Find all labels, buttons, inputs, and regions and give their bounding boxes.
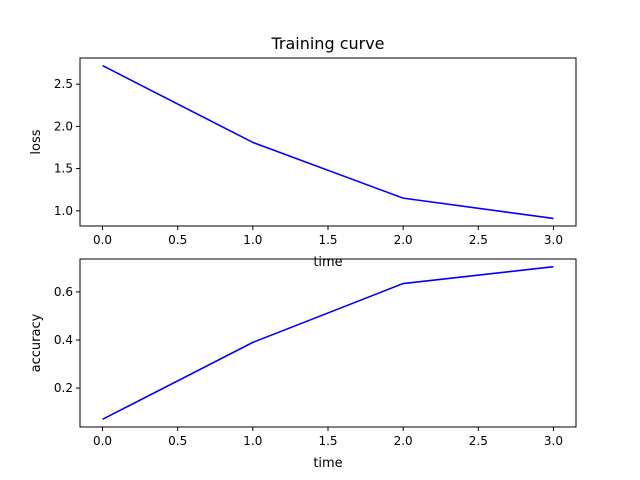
accuracy-x-axis-label: time — [313, 456, 342, 471]
loss-x-tick-label: 2.0 — [394, 233, 413, 247]
loss-y-tick-label: 2.5 — [54, 77, 73, 91]
loss-series-line — [102, 64, 554, 220]
loss-x-tick-label: 1.0 — [243, 233, 262, 247]
accuracy-x-tick-label: 0.0 — [93, 434, 112, 448]
loss-subplot: Training curve 0.0 0.5 1.0 1.5 2.0 2.5 3.0 1.0… — [29, 34, 577, 270]
loss-x-tick-label: 0.5 — [168, 233, 187, 247]
accuracy-x-tick-label: 2.5 — [469, 434, 488, 448]
accuracy-x-tick-label: 0.5 — [168, 434, 187, 448]
loss-y-tick-label: 1.0 — [54, 204, 73, 218]
accuracy-x-tick-label: 2.0 — [394, 434, 413, 448]
loss-y-tick-label: 2.0 — [54, 119, 73, 133]
loss-y-axis-label: loss — [29, 129, 44, 154]
loss-x-ticks: 0.0 0.5 1.0 1.5 2.0 2.5 3.0 — [93, 226, 563, 247]
loss-series — [102, 64, 554, 220]
loss-x-tick-label: 3.0 — [544, 233, 563, 247]
accuracy-series-line — [102, 265, 554, 421]
accuracy-y-tick-label: 0.4 — [54, 333, 73, 347]
accuracy-y-tick-label: 0.2 — [54, 381, 73, 395]
loss-y-tick-label: 1.5 — [54, 162, 73, 176]
accuracy-x-tick-label: 1.5 — [318, 434, 337, 448]
accuracy-x-tick-label: 3.0 — [544, 434, 563, 448]
accuracy-subplot: 0.0 0.5 1.0 1.5 2.0 2.5 3.0 0.2 0.4 0.6 time acc… — [29, 258, 577, 471]
accuracy-y-tick-label: 0.6 — [54, 285, 73, 299]
chart-title: Training curve — [270, 34, 384, 53]
loss-x-axis-label: time — [313, 255, 342, 270]
accuracy-y-axis-label: accuracy — [29, 313, 44, 372]
accuracy-x-tick-label: 1.0 — [243, 434, 262, 448]
loss-x-tick-label: 0.0 — [93, 233, 112, 247]
accuracy-series — [102, 265, 554, 421]
accuracy-y-ticks: 0.2 0.4 0.6 — [54, 285, 80, 395]
loss-y-ticks: 1.0 1.5 2.0 2.5 — [54, 77, 80, 218]
accuracy-x-ticks: 0.0 0.5 1.0 1.5 2.0 2.5 3.0 — [93, 427, 563, 448]
loss-x-tick-label: 2.5 — [469, 233, 488, 247]
loss-x-tick-label: 1.5 — [318, 233, 337, 247]
